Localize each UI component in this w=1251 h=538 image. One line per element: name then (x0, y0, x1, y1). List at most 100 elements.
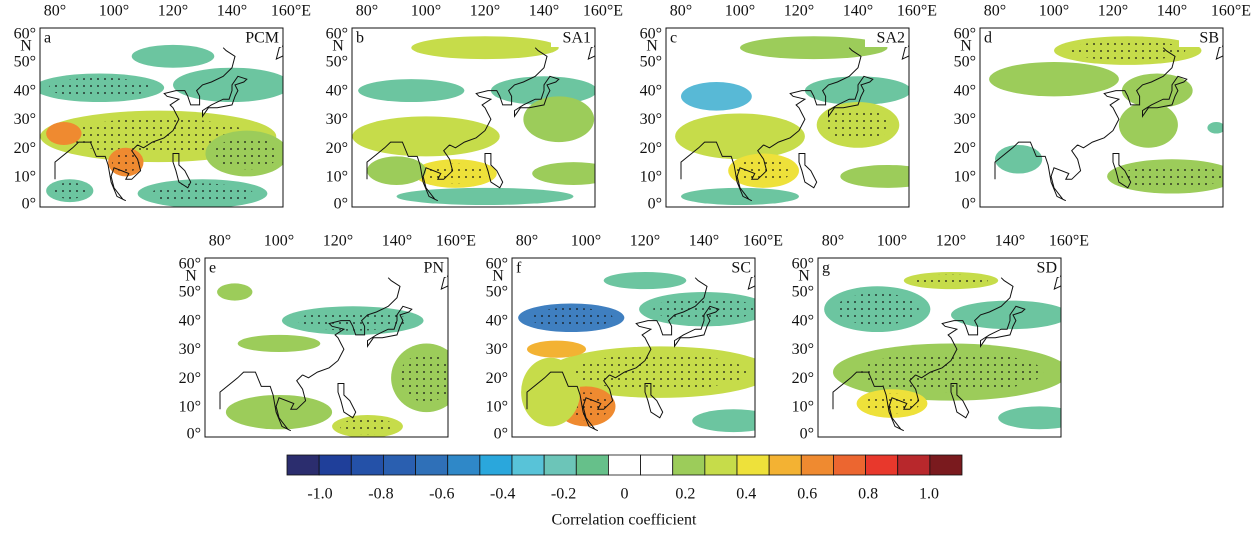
field-contour (238, 335, 321, 352)
map-field (205, 258, 462, 438)
colorbar-label: Correlation coefficient (552, 512, 698, 529)
colorbar-tick-label: -0.2 (551, 486, 576, 503)
lon-label: 140° (529, 3, 559, 20)
field-contour (46, 122, 81, 145)
lat-label: 40° (486, 312, 508, 329)
stippling (914, 275, 988, 287)
panel-name: SC (731, 260, 751, 277)
lat-label: 20° (14, 140, 36, 157)
lon-label: 140° (217, 3, 247, 20)
colorbar-cell (576, 455, 608, 475)
stippling (826, 109, 890, 141)
lon-label: 120° (784, 3, 814, 20)
colorbar-cell (383, 455, 415, 475)
field-contour (358, 79, 464, 102)
stippling (423, 164, 487, 184)
lat-label: 30° (179, 341, 201, 358)
field-contour (998, 406, 1081, 429)
stippling (836, 293, 919, 325)
panel-name: SD (1037, 260, 1057, 277)
stippling (1070, 41, 1185, 61)
lat-label: 0° (800, 426, 814, 443)
stippling (215, 138, 279, 170)
colorbar-cell (351, 455, 383, 475)
lon-label: 160°E (583, 3, 623, 20)
lon-label: 100° (1039, 3, 1069, 20)
lon-label: 120° (630, 233, 660, 250)
lat-label: 10° (792, 398, 814, 415)
colorbar-cell (544, 455, 576, 475)
lat-label: 30° (486, 341, 508, 358)
lat-label: 20° (179, 370, 201, 387)
field-contour (411, 36, 559, 59)
colorbar-cell (705, 455, 737, 475)
field-contour (523, 96, 594, 142)
lat-label: N (492, 268, 504, 285)
lat-label: 10° (14, 168, 36, 185)
colorbar-cell (898, 455, 930, 475)
lon-label: 120° (158, 3, 188, 20)
lon-label: 100° (571, 233, 601, 250)
lat-label: 20° (640, 140, 662, 157)
lat-label: 50° (486, 284, 508, 301)
field-contour (532, 162, 615, 185)
lat-label: 40° (640, 82, 662, 99)
panel-name: PN (424, 260, 445, 277)
stippling (152, 184, 253, 204)
panel-letter: c (670, 30, 677, 47)
lon-label: 100° (411, 3, 441, 20)
stippling (340, 418, 395, 434)
field-contour (397, 188, 574, 205)
lat-label: 0° (187, 426, 201, 443)
lat-label: 20° (954, 140, 976, 157)
lat-label: 50° (14, 54, 36, 71)
lon-label: 120° (1098, 3, 1128, 20)
lat-label: N (20, 38, 32, 55)
panel-letter: e (209, 260, 216, 277)
panel-letter: d (984, 30, 992, 47)
map-field (666, 28, 935, 207)
colorbar-cell (673, 455, 705, 475)
colorbar-tick-label: 0.4 (736, 486, 756, 503)
colorbar-cell (608, 455, 640, 475)
lon-label: 80° (984, 3, 1006, 20)
stippling (736, 159, 791, 183)
lat-label: 0° (22, 196, 36, 213)
colorbar-tick-label: 1.0 (919, 486, 939, 503)
lon-label: 100° (877, 233, 907, 250)
lat-label: 0° (494, 426, 508, 443)
colorbar-cell (930, 455, 962, 475)
colorbar-cell (416, 455, 448, 475)
map-field (352, 28, 615, 207)
lon-label: 100° (725, 3, 755, 20)
colorbar-cell (769, 455, 801, 475)
panel-name: SB (1199, 30, 1219, 47)
panel-letter: g (822, 260, 830, 277)
lat-label: 50° (179, 284, 201, 301)
colorbar-cell (287, 455, 319, 475)
stippling (1121, 164, 1222, 188)
lat-label: 10° (326, 168, 348, 185)
field-contour (995, 145, 1042, 174)
colorbar-tick-label: -0.6 (429, 486, 454, 503)
colorbar-cell (737, 455, 769, 475)
colorbar-cell (866, 455, 898, 475)
lon-label: 140° (689, 233, 719, 250)
field-contour (1119, 102, 1178, 148)
lat-label: 30° (14, 111, 36, 128)
field-contour (840, 165, 934, 188)
map-panel: aPCM80°100°120°140°160°E60°N50°40°30°20°… (14, 3, 311, 213)
colorbar-cell (801, 455, 833, 475)
lat-label: 0° (648, 196, 662, 213)
field-contour (692, 409, 775, 432)
lon-label: 140° (995, 233, 1025, 250)
lat-label: 10° (179, 398, 201, 415)
field-contour (527, 341, 586, 358)
lat-label: N (332, 38, 344, 55)
stippling (51, 183, 88, 199)
panel-name: SA2 (877, 30, 905, 47)
lon-label: 100° (264, 233, 294, 250)
lon-label: 160°E (743, 233, 783, 250)
colorbar-tick-label: 0.2 (675, 486, 695, 503)
